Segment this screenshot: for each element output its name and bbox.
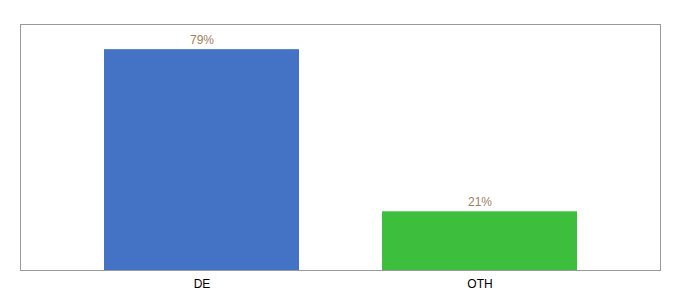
svg-text:21%: 21% [468, 195, 492, 209]
svg-text:OTH: OTH [467, 277, 492, 291]
svg-text:DE: DE [194, 277, 211, 291]
svg-text:79%: 79% [190, 33, 214, 47]
